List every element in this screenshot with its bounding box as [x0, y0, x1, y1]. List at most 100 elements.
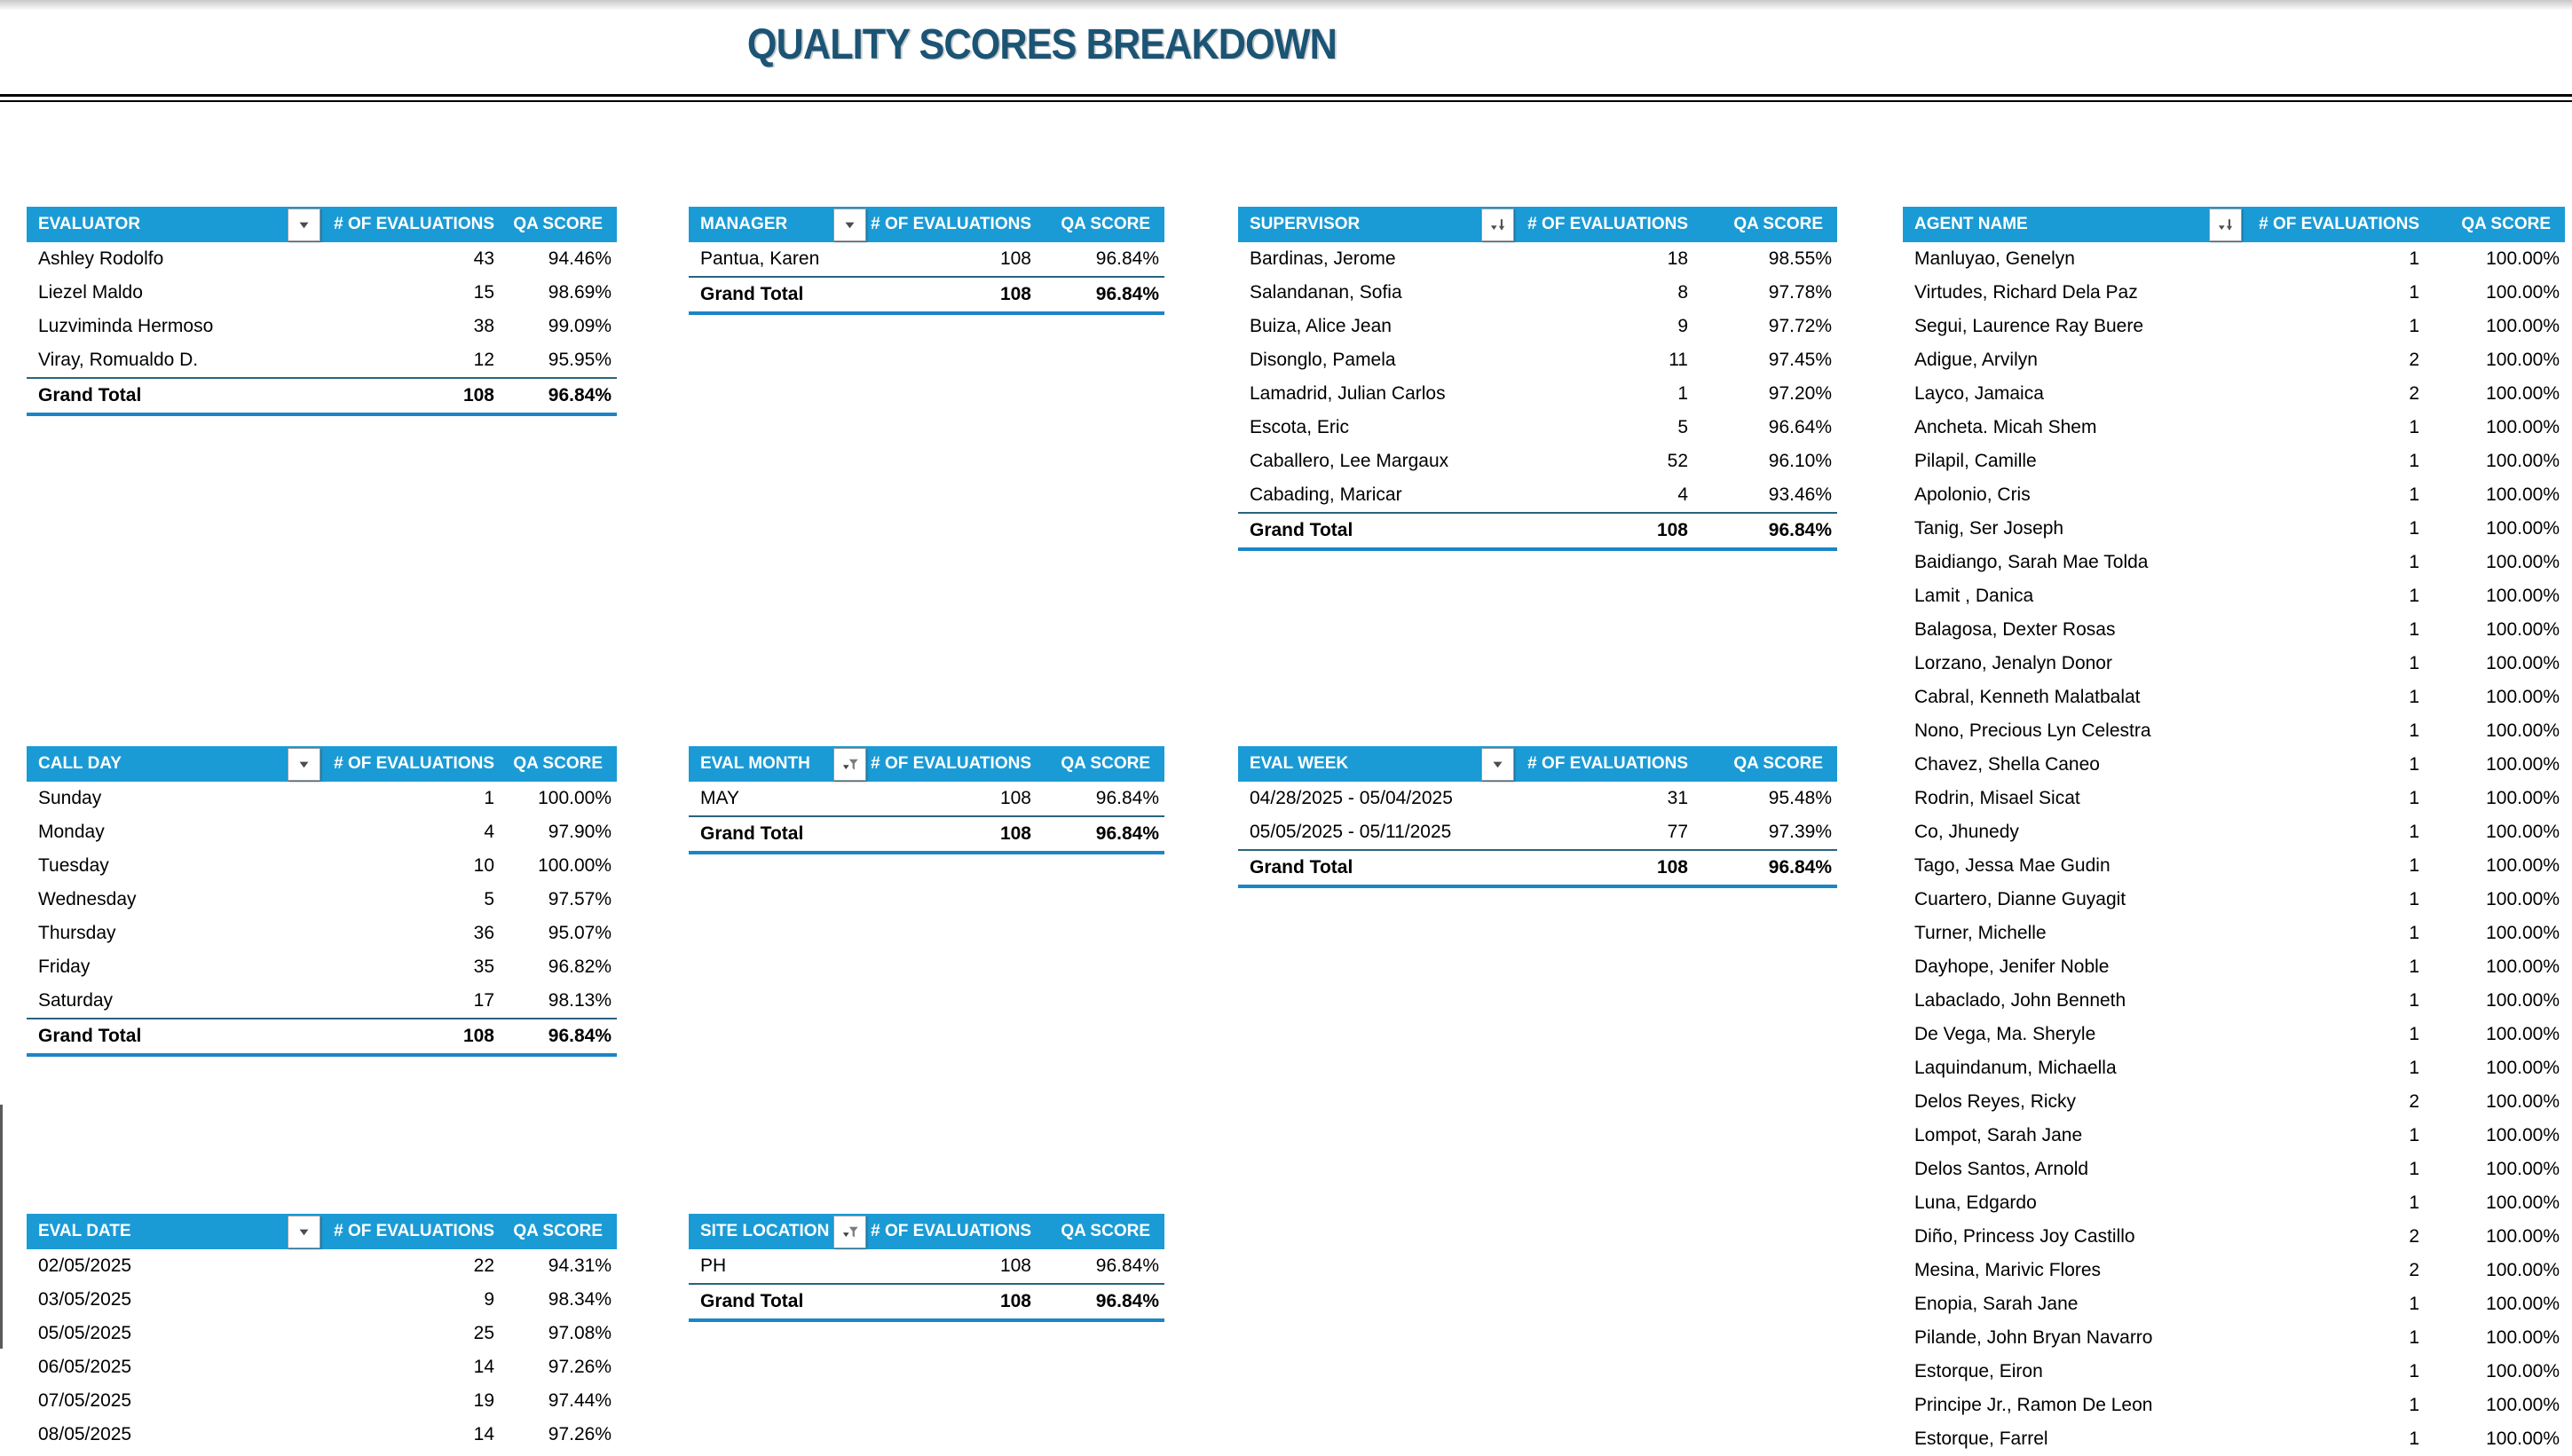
evaluations-cell: 9: [484, 1289, 494, 1310]
qa-score-cell: 100.00%: [2486, 1159, 2560, 1179]
row-label-cell: 08/05/2025: [38, 1424, 132, 1444]
table-row: Disonglo, Pamela 11 97.45%: [1238, 343, 1837, 377]
table-row: 02/05/2025 22 94.31%: [27, 1249, 617, 1283]
qa-score-cell: 98.55%: [1768, 248, 1832, 269]
row-label-cell: Grand Total: [700, 823, 804, 844]
table-row: Apolonio, Cris 1 100.00%: [1903, 478, 2565, 512]
header-cell-label: EVAL DATE: [27, 1214, 324, 1249]
row-label-cell: Mesina, Marivic Flores: [1914, 1260, 2102, 1280]
filter-button[interactable]: [1481, 209, 1514, 241]
table-row: Tuesday 10 100.00%: [27, 849, 617, 883]
row-label-cell: Adigue, Arvilyn: [1914, 350, 2038, 370]
filter-button[interactable]: [833, 748, 866, 781]
row-label-cell: Segui, Laurence Ray Buere: [1914, 316, 2143, 336]
qa-score-cell: 96.82%: [548, 956, 611, 977]
table-row: Caballero, Lee Margaux 52 96.10%: [1238, 445, 1837, 478]
table-row: Delos Reyes, Ricky 2 100.00%: [1903, 1085, 2565, 1119]
qa-score-cell: 100.00%: [2486, 417, 2560, 437]
qa-score-cell: 94.31%: [548, 1255, 611, 1276]
grand-total-row: Grand Total 108 96.84%: [689, 276, 1164, 315]
filter-button[interactable]: [2209, 209, 2242, 241]
qa-score-cell: 95.07%: [548, 923, 611, 943]
filter-button[interactable]: [833, 1216, 866, 1248]
evaluations-cell: 1: [2409, 316, 2419, 336]
qa-score-cell: 100.00%: [538, 855, 611, 876]
evaluations-cell: 1: [2409, 282, 2419, 303]
row-label-cell: Cabading, Maricar: [1250, 484, 1402, 505]
filter-button[interactable]: [288, 209, 320, 241]
row-label-cell: 07/05/2025: [38, 1390, 132, 1411]
pivot-table-agent-name: AGENT NAME # OF EVALUATIONS QA SCORE Manluy…: [1903, 207, 2565, 1456]
table-row: Lamit , Danica 1 100.00%: [1903, 579, 2565, 613]
table-field-label: EVAL WEEK: [1250, 754, 1349, 773]
table-row: Luzviminda Hermoso 38 99.09%: [27, 310, 617, 343]
qa-score-cell: 100.00%: [2486, 451, 2560, 471]
table-row: Thursday 36 95.07%: [27, 917, 617, 950]
table-row: Virtudes, Richard Dela Paz 1 100.00%: [1903, 276, 2565, 310]
evaluations-cell: 108: [999, 284, 1031, 304]
sort-descending-icon: [2217, 216, 2235, 234]
evaluations-cell: 1: [2409, 788, 2419, 808]
evaluations-cell: 2: [2409, 1091, 2419, 1112]
row-label-cell: Delos Reyes, Ricky: [1914, 1091, 2077, 1112]
table-header: CALL DAY # OF EVALUATIONS QA SCORE: [27, 746, 617, 782]
row-label-cell: Monday: [38, 822, 105, 842]
qa-score-cell: 100.00%: [2486, 1192, 2560, 1213]
row-label-cell: Principe Jr., Ramon De Leon: [1914, 1395, 2153, 1415]
table-row: Estorque, Eiron 1 100.00%: [1903, 1355, 2565, 1389]
evaluations-cell: 108: [999, 1291, 1031, 1311]
qa-score-cell: 100.00%: [2486, 518, 2560, 539]
qa-score-cell: 100.00%: [2486, 248, 2560, 269]
evaluations-cell: 43: [473, 248, 494, 269]
table-row: Salandanan, Sofia 8 97.78%: [1238, 276, 1837, 310]
row-label-cell: Co, Jhunedy: [1914, 822, 2019, 842]
qa-score-cell: 100.00%: [2486, 1058, 2560, 1078]
header-cell-label: EVAL WEEK: [1238, 746, 1518, 782]
evaluations-cell: 9: [1677, 316, 1688, 336]
grand-total-row: Grand Total 108 96.84%: [1238, 512, 1837, 551]
grand-total-row: Grand Total 108 96.84%: [689, 1283, 1164, 1322]
header-cell-label: SITE LOCATION: [689, 1214, 870, 1249]
table-field-label: SITE LOCATION: [700, 1222, 830, 1240]
table-row: Lorzano, Jenalyn Donor 1 100.00%: [1903, 647, 2565, 681]
filter-button[interactable]: [833, 209, 866, 241]
filter-button[interactable]: [1481, 748, 1514, 781]
grand-total-row: Grand Total 108 96.84%: [27, 1018, 617, 1057]
row-label-cell: Liezel Maldo: [38, 282, 143, 303]
row-label-cell: Estorque, Farrel: [1914, 1428, 2048, 1449]
header-cell-label: SUPERVISOR: [1238, 207, 1518, 242]
row-label-cell: Cuartero, Dianne Guyagit: [1914, 889, 2126, 909]
table-row: Pantua, Karen 108 96.84%: [689, 242, 1164, 276]
table-row: 08/05/2025 14 97.26%: [27, 1418, 617, 1452]
table-row: Baidiango, Sarah Mae Tolda 1 100.00%: [1903, 546, 2565, 579]
table-row: De Vega, Ma. Sheryle 1 100.00%: [1903, 1018, 2565, 1051]
table-row: Luna, Edgardo 1 100.00%: [1903, 1186, 2565, 1220]
evaluations-cell: 1: [2409, 1428, 2419, 1449]
qa-score-cell: 100.00%: [2486, 350, 2560, 370]
qa-score-cell: 100.00%: [2486, 484, 2560, 505]
row-label-cell: Enopia, Sarah Jane: [1914, 1294, 2079, 1314]
table-row: Principe Jr., Ramon De Leon 1 100.00%: [1903, 1389, 2565, 1422]
row-label-cell: Virtudes, Richard Dela Paz: [1914, 282, 2138, 303]
filter-button[interactable]: [288, 1216, 320, 1248]
qa-score-cell: 99.09%: [548, 316, 611, 336]
row-label-cell: Lompot, Sarah Jane: [1914, 1125, 2083, 1145]
evaluations-cell: 12: [473, 350, 494, 370]
qa-score-cell: 100.00%: [2486, 619, 2560, 640]
evaluations-cell: 1: [2409, 990, 2419, 1011]
evaluations-cell: 1: [2409, 1192, 2419, 1213]
dropdown-arrow-icon: [296, 216, 312, 233]
evaluations-cell: 18: [1667, 248, 1688, 269]
filter-button[interactable]: [288, 748, 320, 781]
qa-score-cell: 96.84%: [1095, 248, 1159, 269]
evaluations-cell: 1: [2409, 1159, 2419, 1179]
evaluations-cell: 36: [473, 923, 494, 943]
qa-score-cell: 100.00%: [2486, 720, 2560, 741]
table-row: Ashley Rodolfo 43 94.46%: [27, 242, 617, 276]
evaluations-cell: 1: [2409, 1125, 2419, 1145]
evaluations-cell: 108: [999, 248, 1031, 269]
qa-score-cell: 100.00%: [2486, 1395, 2560, 1415]
evaluations-cell: 1: [2409, 1361, 2419, 1381]
evaluations-cell: 17: [473, 990, 494, 1011]
row-label-cell: Delos Santos, Arnold: [1914, 1159, 2089, 1179]
